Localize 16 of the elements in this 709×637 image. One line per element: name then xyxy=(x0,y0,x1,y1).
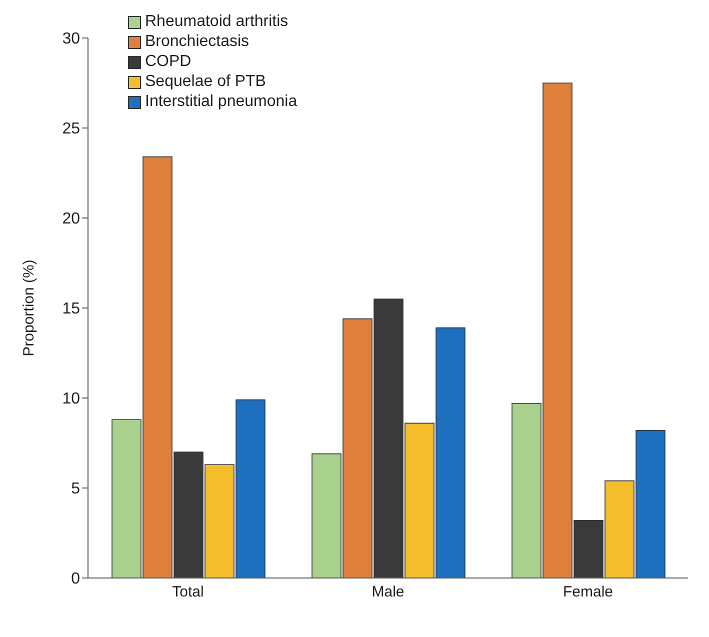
x-tick-label: Female xyxy=(562,584,614,601)
y-tick-label: 20 xyxy=(62,210,80,228)
legend-label: Rheumatoid arthritis xyxy=(145,13,288,31)
x-tick-label: Male xyxy=(372,584,404,601)
y-tick-label: 5 xyxy=(71,480,80,498)
legend-label: Bronchiectasis xyxy=(145,33,250,51)
y-tick-label: 30 xyxy=(62,30,80,48)
y-tick-label: 10 xyxy=(62,390,80,408)
y-tick-label: 25 xyxy=(62,120,80,138)
y-axis-title: Proportion (%) xyxy=(20,260,38,356)
legend-label: Sequelae of PTB xyxy=(145,73,266,91)
legend-label: Interstitial pneumonia xyxy=(145,93,298,111)
legend-label: COPD xyxy=(145,53,192,71)
y-tick-label: 15 xyxy=(62,300,80,318)
x-tick-label: Total xyxy=(172,584,204,601)
y-tick-label: 0 xyxy=(71,570,80,588)
